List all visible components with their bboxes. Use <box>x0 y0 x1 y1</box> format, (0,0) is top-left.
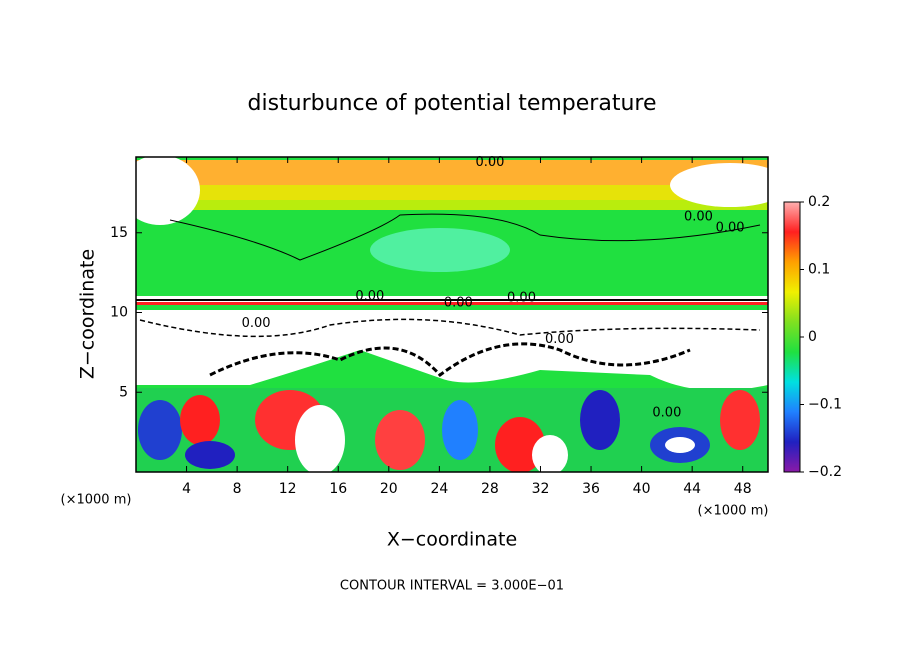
field-blob <box>295 405 345 472</box>
y-unit-label: (×1000 m) <box>698 504 769 519</box>
colorbar-tick-label: −0.1 <box>808 397 842 413</box>
x-tick-label: 12 <box>279 481 297 497</box>
plot-frame <box>135 156 769 473</box>
x-axis-label: X−coordinate <box>387 529 517 551</box>
field-band <box>136 185 768 210</box>
field-blob <box>370 228 510 272</box>
field-blob <box>442 400 478 460</box>
contour-line <box>139 318 761 338</box>
field <box>136 157 768 472</box>
x-unit-label: (×1000 m) <box>61 493 132 508</box>
contour-label: 0.00 <box>716 220 745 235</box>
contour-label: 0.00 <box>242 316 271 331</box>
x-tick-label: 24 <box>430 481 448 497</box>
field-blob <box>532 435 568 472</box>
field-blob <box>138 400 182 460</box>
y-tick-label: 5 <box>119 384 128 400</box>
field-blob <box>670 163 768 207</box>
colorbar-tick-label: 0 <box>808 329 817 345</box>
x-tick-label: 20 <box>380 481 398 497</box>
field-blob <box>720 390 760 450</box>
field-blob <box>185 441 235 469</box>
contour-line <box>169 213 761 261</box>
contour-label: 0.00 <box>545 332 574 347</box>
contour-interval: CONTOUR INTERVAL = 3.000E−01 <box>340 579 564 594</box>
colorbar <box>783 201 801 473</box>
field-blob <box>375 410 425 470</box>
contour-label: 0.00 <box>652 405 681 420</box>
y-tick-label: 15 <box>110 225 128 241</box>
contour-label: 0.00 <box>684 209 713 224</box>
x-tick-label: 44 <box>683 481 701 497</box>
field-blob <box>665 437 695 453</box>
x-tick-label: 28 <box>481 481 499 497</box>
contour-line <box>209 342 691 378</box>
chart-title: disturbunce of potential temperature <box>248 91 657 116</box>
field-blob <box>136 310 768 391</box>
colorbar-tick-label: −0.2 <box>808 464 842 480</box>
x-tick-label: 36 <box>582 481 600 497</box>
y-axis-label: Z−coordinate <box>77 249 99 379</box>
y-tick-label: 10 <box>110 305 128 321</box>
x-tick-label: 16 <box>329 481 347 497</box>
field-band <box>136 302 768 305</box>
colorbar-tick-label: 0.2 <box>808 194 830 210</box>
contour-label: 0.00 <box>507 291 536 306</box>
x-tick-label: 32 <box>532 481 550 497</box>
x-tick-label: 8 <box>233 481 242 497</box>
colorbar-tick-label: 0.1 <box>808 262 830 278</box>
x-tick-label: 4 <box>182 481 191 497</box>
contour-label: 0.00 <box>444 295 473 310</box>
field-blob <box>180 395 220 445</box>
contour-label: 0.00 <box>475 155 504 170</box>
x-tick-label: 48 <box>734 481 752 497</box>
contour-label: 0.00 <box>355 289 384 304</box>
field-blob <box>580 390 620 450</box>
field-blob <box>136 157 200 225</box>
x-tick-label: 40 <box>633 481 651 497</box>
